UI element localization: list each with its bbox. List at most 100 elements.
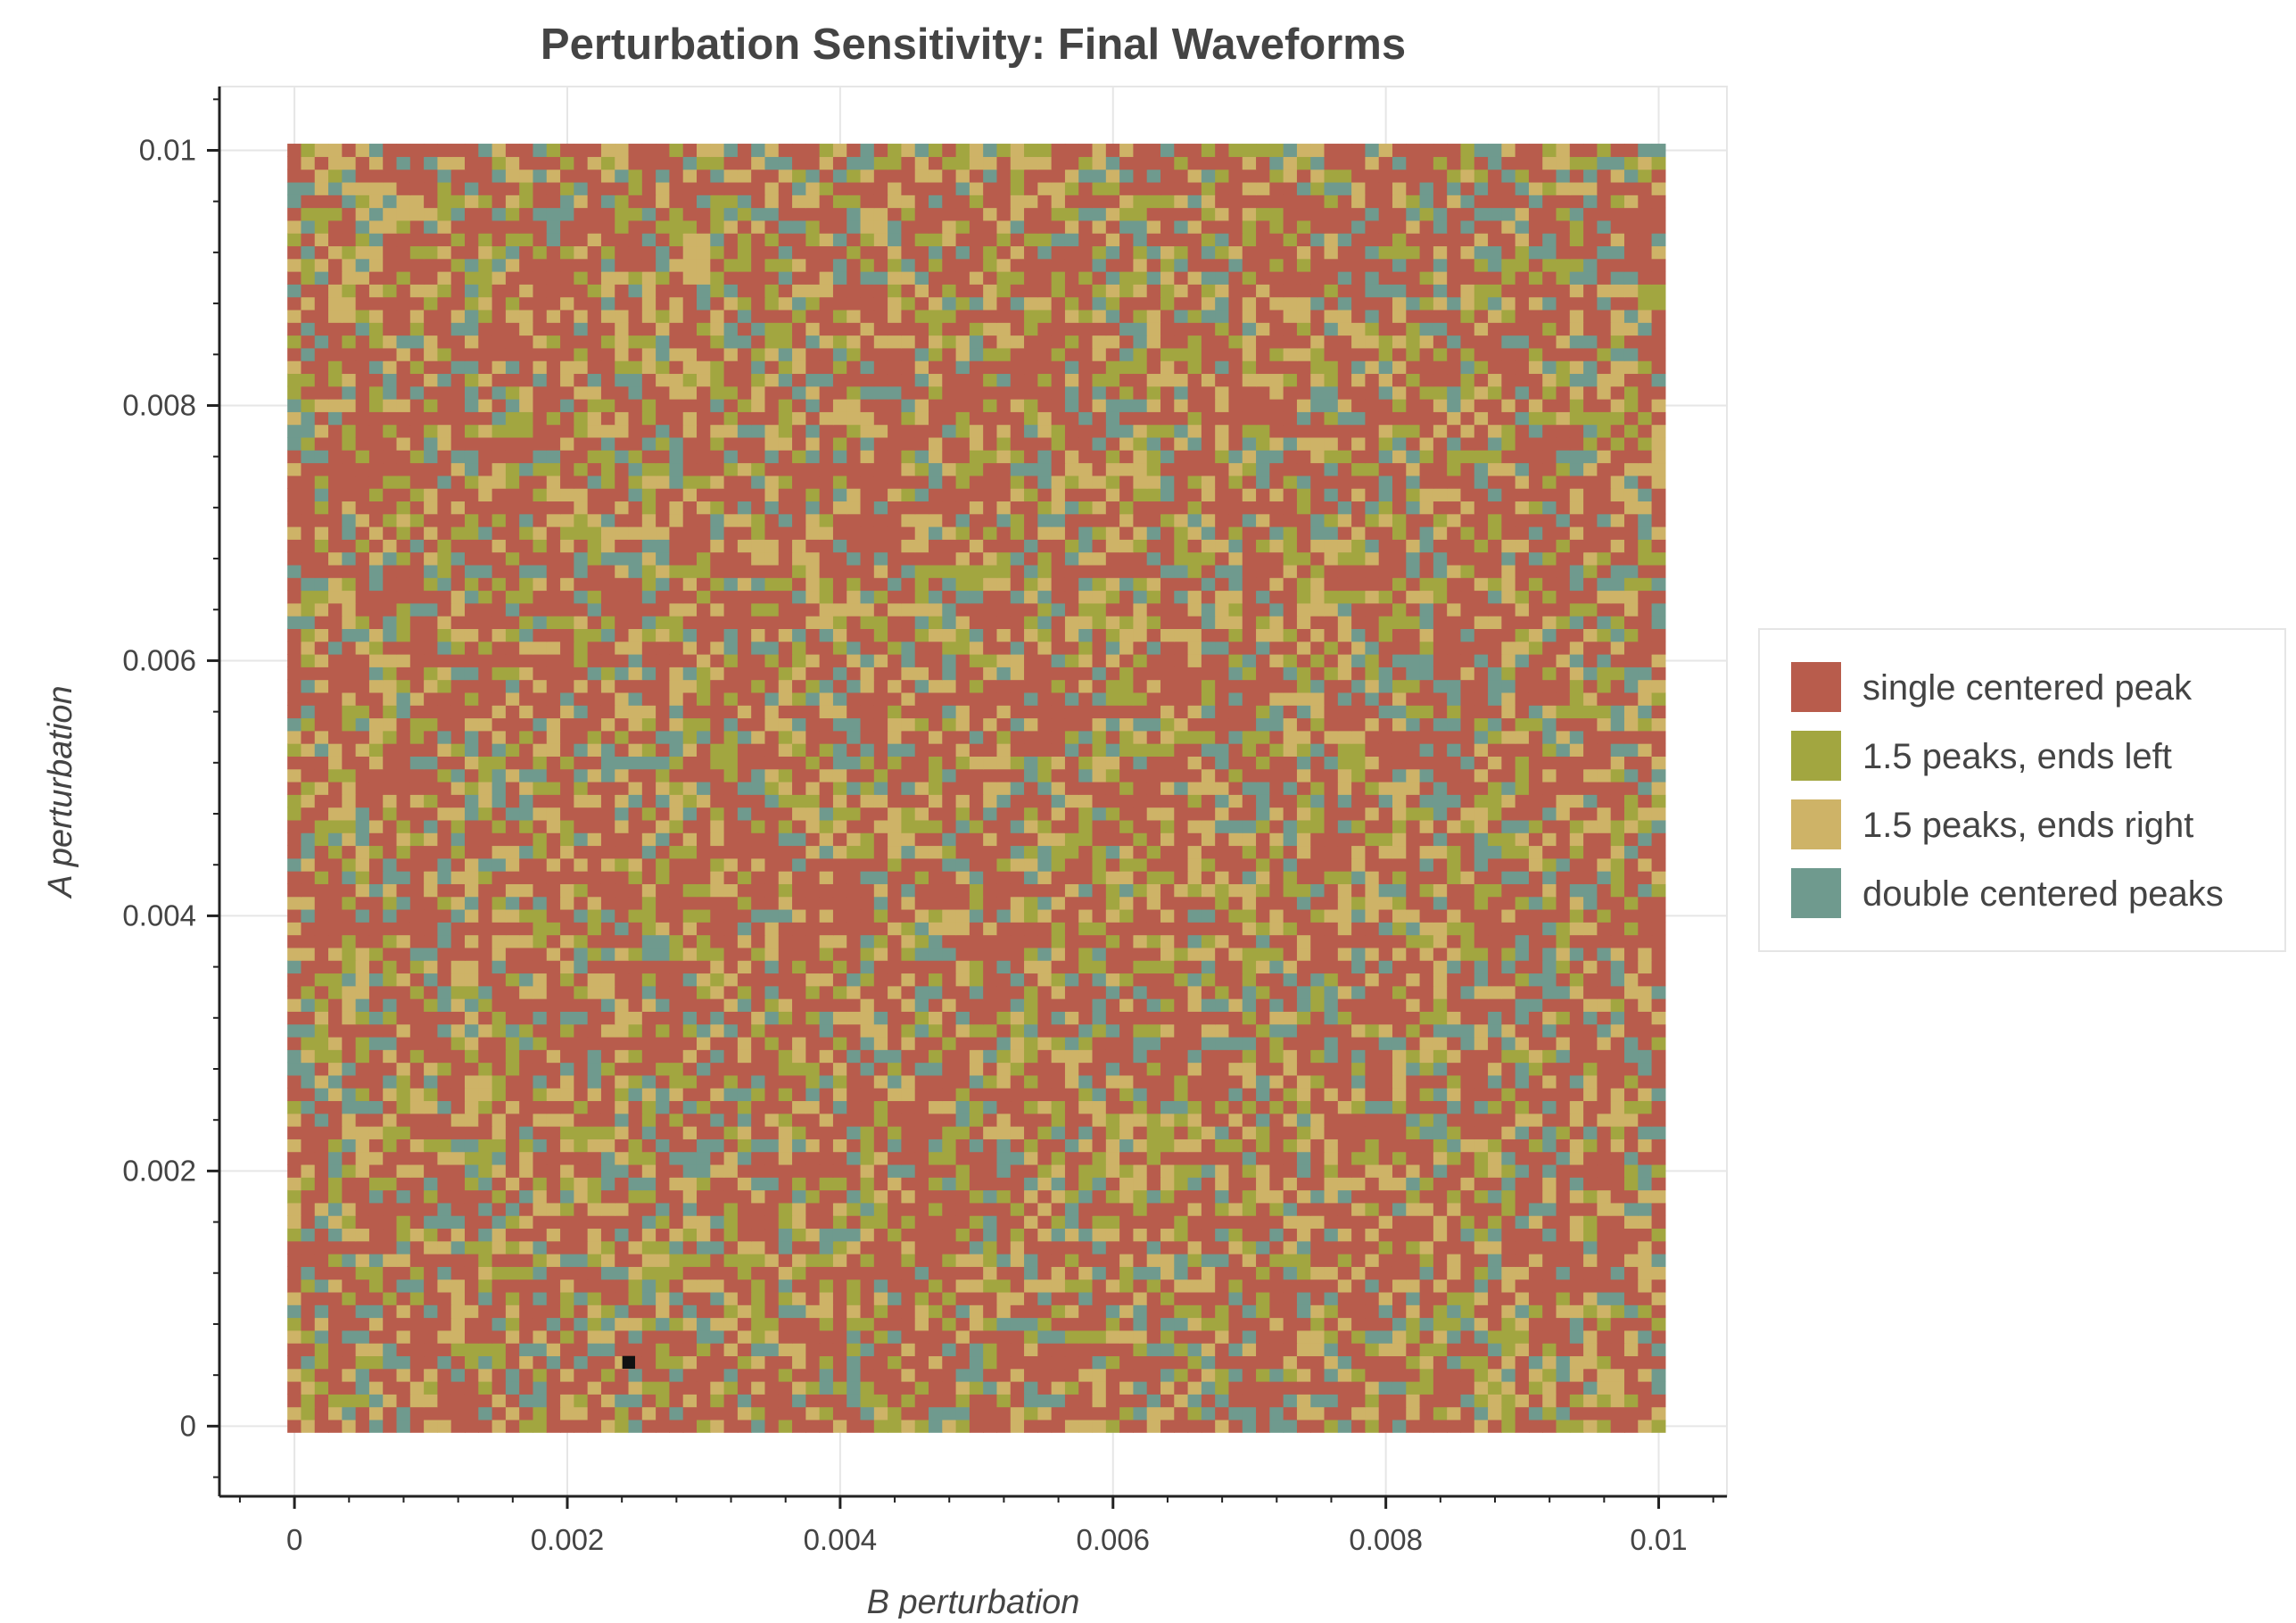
heatmap-cell: [710, 1241, 724, 1255]
heatmap-cell: [861, 1318, 875, 1331]
heatmap-cell: [615, 1266, 629, 1279]
heatmap-cell: [1379, 897, 1393, 910]
heatmap-cell: [519, 1420, 533, 1433]
heatmap-cell: [724, 1420, 739, 1433]
heatmap-cell: [970, 1088, 984, 1101]
heatmap-cell: [1215, 1011, 1229, 1024]
heatmap-cell: [1638, 1279, 1652, 1293]
heatmap-cell: [1297, 1024, 1311, 1038]
heatmap-cell: [1516, 1304, 1530, 1318]
heatmap-cell: [424, 1037, 438, 1050]
heatmap-cell: [1284, 1164, 1298, 1178]
heatmap-cell: [915, 820, 929, 833]
heatmap-cell: [1652, 845, 1666, 858]
heatmap-cell: [1297, 922, 1311, 935]
heatmap-cell: [956, 807, 970, 821]
heatmap-cell: [1119, 960, 1134, 973]
heatmap-cell: [764, 871, 779, 884]
heatmap-cell: [1597, 1203, 1611, 1216]
heatmap-cell: [874, 960, 888, 973]
heatmap-cell: [1583, 935, 1598, 948]
heatmap-cell: [861, 960, 875, 973]
heatmap-cell: [1325, 1228, 1339, 1241]
heatmap-cell: [1011, 883, 1025, 897]
heatmap-cell: [1284, 998, 1298, 1012]
heatmap-cell: [1310, 1152, 1325, 1165]
heatmap-cell: [901, 1304, 915, 1318]
heatmap-cell: [710, 922, 724, 935]
heatmap-cell: [574, 794, 588, 807]
heatmap-cell: [847, 986, 861, 999]
heatmap-cell: [1379, 807, 1393, 821]
heatmap-cell: [683, 1049, 698, 1063]
heatmap-cell: [805, 1292, 820, 1305]
heatmap-cell: [1133, 1355, 1147, 1369]
heatmap-cell: [1420, 1330, 1434, 1344]
heatmap-cell: [942, 858, 956, 872]
heatmap-cell: [560, 1190, 574, 1204]
heatmap-cell: [492, 883, 507, 897]
heatmap-cell: [1243, 1075, 1257, 1089]
heatmap-cell: [1570, 845, 1584, 858]
heatmap-cell: [356, 1190, 370, 1204]
heatmap-cell: [1488, 960, 1502, 973]
heatmap-cell: [1078, 1215, 1093, 1229]
heatmap-cell: [1488, 1304, 1502, 1318]
heatmap-cell: [1529, 1241, 1543, 1255]
heatmap-cell: [1174, 1343, 1188, 1356]
heatmap-cell: [588, 998, 602, 1012]
heatmap-cell: [1652, 1304, 1666, 1318]
heatmap-cell: [1460, 1355, 1474, 1369]
heatmap-cell: [601, 1114, 615, 1127]
heatmap-cell: [506, 858, 520, 872]
heatmap-cell: [942, 1049, 956, 1063]
heatmap-cell: [1106, 1215, 1120, 1229]
heatmap-cell: [1351, 820, 1366, 833]
heatmap-cell: [574, 1011, 588, 1024]
heatmap-cell: [328, 909, 343, 923]
heatmap-cell: [779, 820, 793, 833]
heatmap-cell: [410, 1037, 425, 1050]
heatmap-cell: [683, 1139, 698, 1152]
heatmap-cell: [779, 1100, 793, 1114]
heatmap-cell: [1433, 1355, 1448, 1369]
heatmap-cell: [533, 1343, 547, 1356]
heatmap-cell: [1392, 807, 1407, 821]
heatmap-cell: [1052, 1228, 1066, 1241]
heatmap-cell: [478, 1011, 492, 1024]
heatmap-cell: [1611, 1420, 1625, 1433]
heatmap-cell: [1024, 948, 1038, 961]
heatmap-cell: [764, 1355, 779, 1369]
heatmap-cell: [1325, 1369, 1339, 1382]
heatmap-cell: [424, 858, 438, 872]
heatmap-cell: [1420, 1177, 1434, 1190]
heatmap-cell: [833, 1254, 847, 1267]
heatmap-cell: [1406, 973, 1420, 986]
heatmap-cell: [669, 1254, 683, 1267]
heatmap-cell: [342, 1152, 356, 1165]
heatmap-cell: [1202, 871, 1216, 884]
heatmap-cell: [465, 1318, 479, 1331]
heatmap-cell: [383, 1049, 397, 1063]
heatmap-cell: [1420, 1203, 1434, 1216]
heatmap-cell: [1228, 909, 1243, 923]
heatmap-cell: [861, 1420, 875, 1433]
heatmap-cell: [1433, 832, 1448, 846]
heatmap-cell: [397, 1049, 411, 1063]
heatmap-cell: [1447, 1420, 1461, 1433]
heatmap-cell: [779, 1254, 793, 1267]
heatmap-cell: [1174, 832, 1188, 846]
heatmap-cell: [1379, 1241, 1393, 1255]
heatmap-cell: [1325, 973, 1339, 986]
heatmap-cell: [397, 1420, 411, 1433]
heatmap-cell: [397, 807, 411, 821]
heatmap-cell: [1460, 1088, 1474, 1101]
heatmap-cell: [342, 1394, 356, 1407]
heatmap-cell: [970, 1063, 984, 1076]
heatmap-cell: [805, 1164, 820, 1178]
heatmap-cell: [547, 1114, 561, 1127]
heatmap-cell: [629, 1088, 643, 1101]
heatmap-cell: [328, 1369, 343, 1382]
heatmap-cell: [1379, 1063, 1393, 1076]
heatmap-cell: [315, 1011, 329, 1024]
